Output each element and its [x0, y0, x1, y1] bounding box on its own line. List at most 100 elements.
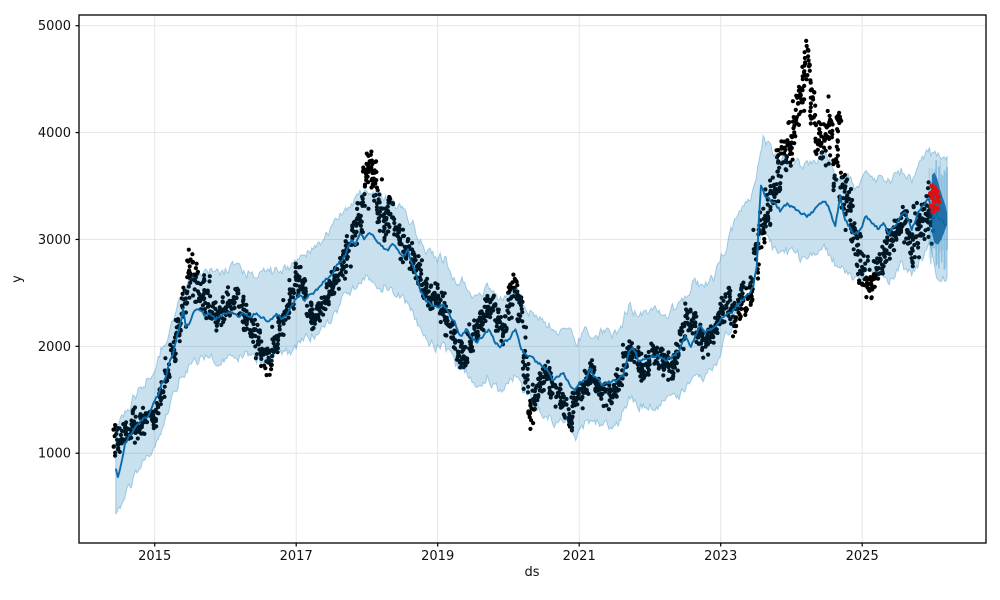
observed-point: [683, 320, 688, 325]
observed-point: [235, 291, 240, 296]
observed-point: [397, 240, 402, 245]
observed-point: [317, 308, 322, 313]
x-tick-label: 2023: [704, 549, 737, 564]
observed-point: [327, 289, 332, 294]
observed-point: [225, 285, 231, 290]
observed-point: [438, 298, 443, 303]
observed-point: [798, 87, 803, 92]
observed-point: [753, 249, 758, 254]
observed-point: [387, 224, 392, 229]
x-tick-label: 2021: [563, 549, 596, 564]
observed-point: [219, 322, 224, 328]
observed-point: [322, 295, 327, 300]
observed-point: [526, 384, 531, 389]
observed-point: [168, 348, 174, 353]
observed-point: [751, 227, 756, 232]
observed-point: [366, 206, 371, 211]
observed-point: [792, 141, 797, 146]
observed-point: [186, 259, 191, 264]
observed-point: [525, 366, 530, 371]
observed-point: [515, 289, 520, 294]
observed-point: [435, 282, 440, 287]
observed-point: [185, 275, 190, 280]
observed-point: [387, 212, 392, 217]
observed-point: [790, 99, 796, 104]
observed-point: [580, 406, 585, 411]
observed-point: [558, 382, 563, 387]
observed-point: [811, 97, 816, 102]
observed-point: [730, 305, 735, 310]
observed-point: [583, 388, 588, 393]
observed-point: [494, 324, 499, 329]
observed-point: [708, 324, 713, 329]
observed-point: [689, 318, 694, 323]
observed-point: [202, 278, 207, 283]
observed-point: [701, 336, 706, 341]
observed-point: [111, 444, 116, 449]
observed-point: [547, 389, 553, 394]
observed-point: [296, 265, 301, 270]
observed-point: [300, 284, 305, 289]
observed-point: [806, 54, 811, 59]
observed-point: [436, 293, 441, 298]
observed-point: [582, 385, 587, 390]
observed-point: [731, 314, 736, 319]
observed-point: [259, 363, 264, 369]
observed-point: [423, 279, 428, 284]
observed-point: [291, 306, 296, 311]
observed-point: [321, 306, 326, 311]
observed-point: [614, 394, 619, 399]
observed-point: [532, 398, 537, 403]
observed-point: [616, 387, 622, 392]
observed-point: [576, 395, 581, 401]
observed-point: [193, 299, 198, 304]
observed-point: [804, 77, 809, 82]
observed-point: [787, 146, 792, 151]
observed-point: [276, 338, 281, 343]
observed-point: [242, 307, 247, 312]
observed-point: [397, 228, 402, 233]
observed-point: [205, 291, 210, 296]
observed-point: [227, 313, 232, 318]
observed-point: [400, 234, 406, 239]
observed-point: [519, 306, 524, 312]
x-tick-label: 2015: [138, 549, 171, 564]
observed-point: [723, 294, 728, 299]
observed-point: [143, 418, 148, 423]
observed-point: [451, 331, 456, 336]
observed-point: [808, 101, 814, 106]
observed-point: [509, 315, 514, 320]
observed-point: [503, 314, 508, 319]
observed-point: [540, 389, 545, 394]
y-tick-label: 4000: [38, 126, 71, 141]
observed-point: [322, 299, 327, 304]
observed-point: [661, 361, 666, 366]
observed-point: [269, 367, 274, 372]
observed-point: [380, 206, 385, 211]
observed-point: [709, 332, 714, 337]
observed-point: [356, 221, 361, 226]
axes-layer: ds y 2015 2017 2019 2021 2023 2025 1000 2000 300…: [10, 14, 987, 580]
observed-point: [711, 340, 716, 345]
observed-point: [122, 425, 128, 430]
observed-point: [812, 90, 817, 95]
observed-point: [643, 354, 648, 359]
observed-point: [638, 362, 643, 367]
y-axis-label: y: [10, 275, 25, 283]
observed-point: [701, 355, 706, 360]
observed-point: [163, 356, 168, 361]
observed-point: [212, 301, 217, 306]
observed-point: [802, 50, 807, 55]
observed-point: [561, 412, 566, 417]
observed-point: [576, 387, 581, 392]
observed-point: [117, 449, 122, 454]
observed-point: [790, 157, 795, 162]
observed-point: [496, 310, 501, 315]
observed-point: [570, 400, 576, 405]
observed-point: [629, 341, 635, 346]
observed-point: [310, 319, 315, 324]
observed-point: [270, 353, 275, 359]
anomaly-point: [934, 188, 940, 194]
observed-point: [558, 387, 563, 392]
observed-point: [437, 311, 442, 316]
